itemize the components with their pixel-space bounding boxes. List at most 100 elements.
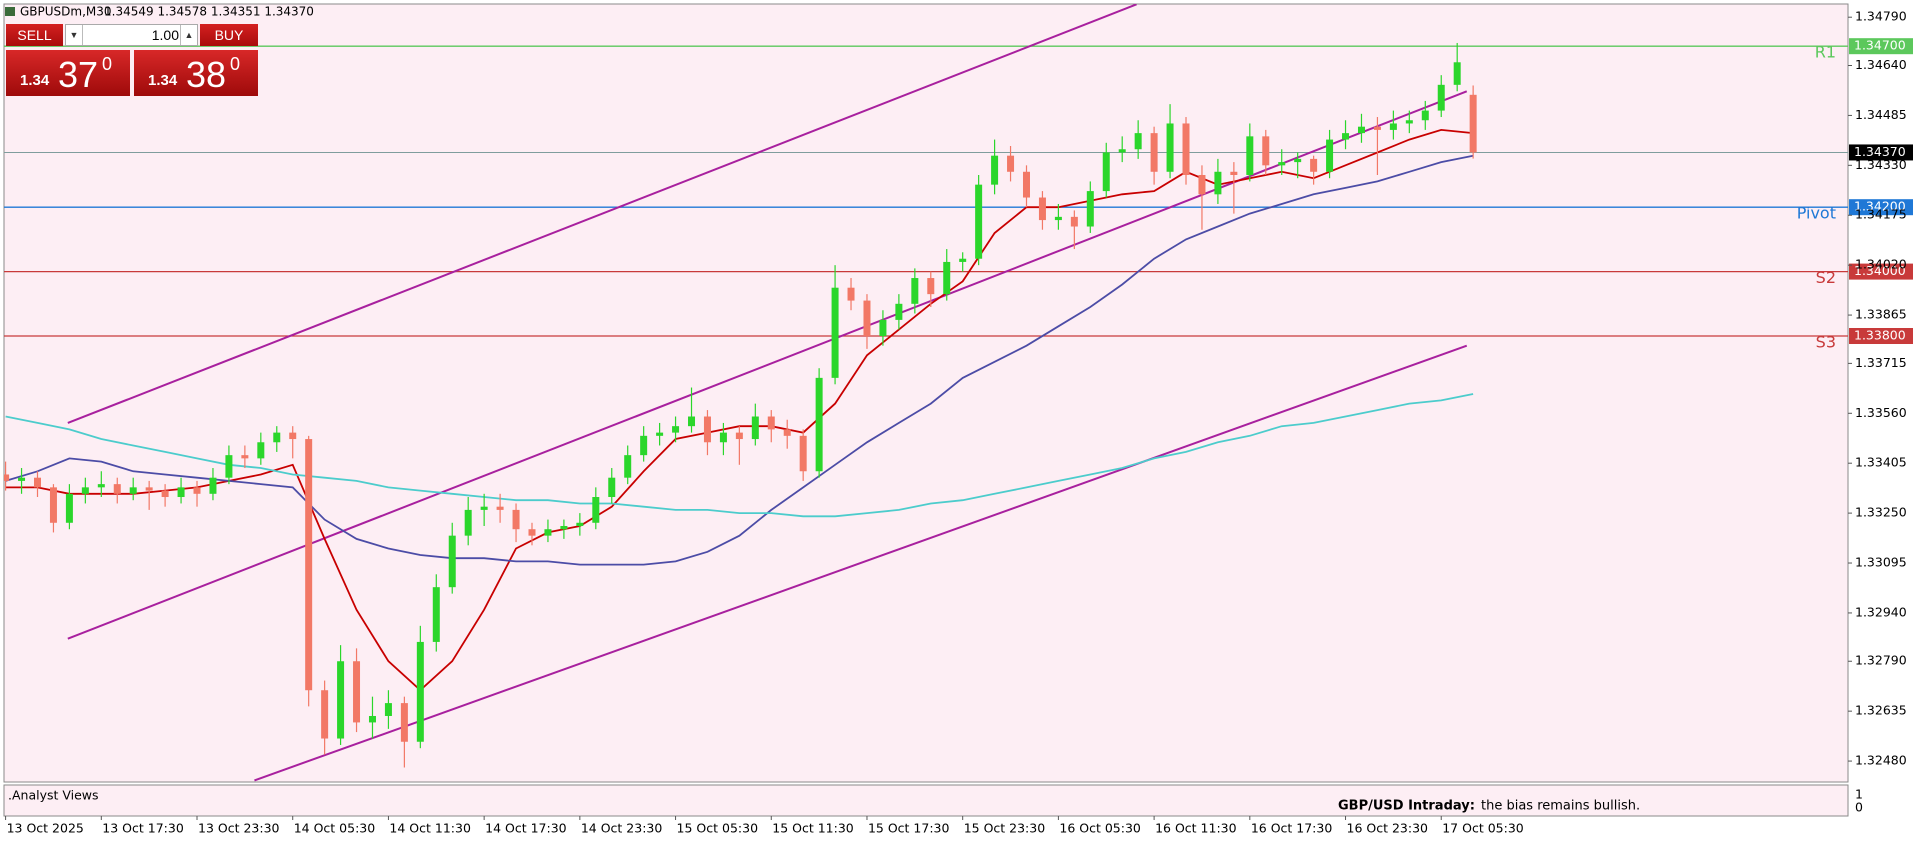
candle-body <box>337 661 345 739</box>
candle-body <box>384 703 392 716</box>
candle-body <box>767 416 775 430</box>
x-tick-label: 14 Oct 23:30 <box>581 821 663 836</box>
moving-average <box>5 393 1474 518</box>
candle-body <box>273 432 281 443</box>
candle-body <box>831 287 839 378</box>
indicator-tick-label: 1 <box>1855 787 1863 802</box>
x-tick-label: 16 Oct 17:30 <box>1251 821 1333 836</box>
level-name: S2 <box>1816 268 1836 287</box>
bid-price[interactable]: 1.34 37 0 <box>6 50 130 96</box>
candle-body <box>145 487 153 491</box>
candle-body <box>672 426 680 433</box>
ask-big: 1.34 <box>148 72 178 89</box>
plot <box>4 4 1848 782</box>
candle-body <box>528 529 536 536</box>
price-tag-label: 1.33800 <box>1854 328 1906 343</box>
candle-body <box>927 278 935 295</box>
x-tick-label: 14 Oct 05:30 <box>294 821 376 836</box>
price-tag <box>1849 38 1913 55</box>
sell-button[interactable]: SELL <box>6 24 63 46</box>
candle-body <box>847 287 855 301</box>
ask-price[interactable]: 1.34 38 0 <box>134 50 258 96</box>
candle-body <box>1357 126 1365 134</box>
x-tick-label: 15 Oct 23:30 <box>964 821 1046 836</box>
candle-body <box>81 487 89 494</box>
x-tick-label: 13 Oct 23:30 <box>198 821 280 836</box>
candle-body <box>113 484 121 494</box>
y-tick-label: 1.34330 <box>1855 157 1907 172</box>
candle-body <box>576 522 584 526</box>
candle-body <box>879 319 887 337</box>
candle-body <box>1214 171 1222 195</box>
candle-body <box>688 416 696 427</box>
candle-body <box>943 261 951 295</box>
trendline <box>254 344 1468 782</box>
candle-body <box>161 490 169 498</box>
moving-average <box>5 154 1474 566</box>
lot-up[interactable]: ▲ <box>180 25 197 45</box>
ask-sup: 0 <box>230 54 241 74</box>
price-tag-label: 1.34370 <box>1854 144 1906 159</box>
candle-body <box>1246 136 1254 175</box>
y-tick-label: 1.32635 <box>1855 703 1907 718</box>
indicator-tick-label: 0 <box>1855 800 1863 815</box>
candle-body <box>353 661 361 723</box>
candle-body <box>959 258 967 262</box>
candle-body <box>1342 133 1350 140</box>
x-tick-label: 16 Oct 11:30 <box>1155 821 1237 836</box>
bid-big: 1.34 <box>20 72 50 89</box>
candle-body <box>1421 110 1429 121</box>
price-tag-label: 1.34000 <box>1854 263 1906 278</box>
candle-body <box>991 155 999 185</box>
candle-body <box>49 487 57 523</box>
candle-body <box>1118 149 1126 153</box>
candle-body <box>1022 171 1030 198</box>
candle-body <box>592 497 600 523</box>
overlay: 1.34700 1.34200 1.34000 1.33800 1.34370 <box>1849 38 1913 345</box>
symbol: GBPUSDm,M30 <box>20 5 112 19</box>
candle-body <box>1437 84 1445 111</box>
candle-body <box>1102 152 1110 192</box>
candle-body <box>480 506 488 510</box>
candle-body <box>257 442 265 459</box>
candle-body <box>703 416 711 443</box>
candle-body <box>735 432 743 440</box>
y-tick-label: 1.34485 <box>1855 107 1907 122</box>
candle-body <box>911 278 919 304</box>
indicator-title: .Analyst Views <box>8 788 99 803</box>
candle-body <box>1453 62 1461 85</box>
lot-value[interactable]: 1.00 <box>151 27 179 43</box>
note-text: the bias remains bullish. <box>1481 799 1640 814</box>
candle-body <box>464 509 472 536</box>
level-name: Pivot <box>1797 204 1836 223</box>
x-tick-label: 15 Oct 11:30 <box>772 821 854 836</box>
candle-body <box>719 432 727 443</box>
trade-panel: SELL ▼ 1.00 ▲ BUY 1.34 37 0 1.34 38 0 <box>6 24 258 96</box>
candle-body <box>4 474 10 481</box>
candle-body <box>895 303 903 320</box>
ask-main: 38 <box>186 54 227 95</box>
y-tick-label: 1.32480 <box>1855 753 1907 768</box>
bid-sup: 0 <box>102 54 113 74</box>
note-label: GBP/USD Intraday: <box>1338 799 1475 814</box>
candle-body <box>1310 158 1318 172</box>
x-tick-label: 17 Oct 05:30 <box>1442 821 1524 836</box>
candle-body <box>1198 174 1206 195</box>
y-tick-label: 1.33715 <box>1855 355 1907 370</box>
candle-body <box>33 477 41 488</box>
candle-body <box>975 184 983 259</box>
trendline <box>67 4 1137 424</box>
lot-down[interactable]: ▼ <box>66 25 83 45</box>
y-tick-label: 1.33405 <box>1855 455 1907 470</box>
candle-body <box>1007 155 1015 172</box>
candle-body <box>544 529 552 536</box>
candle-body <box>1150 133 1158 172</box>
candle-body <box>1326 139 1334 172</box>
y-tick-label: 1.33865 <box>1855 307 1907 322</box>
candle-body <box>783 429 791 436</box>
buy-button[interactable]: BUY <box>200 24 258 46</box>
y-tick-label: 1.33095 <box>1855 555 1907 570</box>
candle-body <box>1389 123 1397 130</box>
